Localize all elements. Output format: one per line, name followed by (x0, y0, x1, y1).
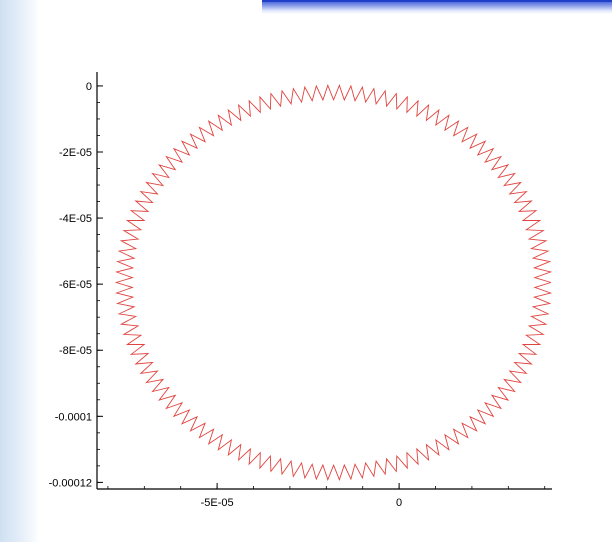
y-tick-label-0: 0 (86, 81, 92, 93)
y-tick-label-6: -0.00012 (49, 477, 92, 489)
y-tick-label-5: -0.0001 (55, 411, 92, 423)
chart-axes (96, 72, 552, 490)
chart-series (114, 83, 553, 482)
chart-tick-labels: 0 -2E-05 -4E-05 -6E-05 -8E-05 -0.0001 -0.00012… (49, 81, 403, 509)
y-tick-label-3: -6E-05 (59, 279, 92, 291)
slide-background-left (0, 0, 40, 542)
x-tick-label-0: -5E-05 (201, 497, 234, 509)
slide-header-line (262, 0, 612, 2)
y-tick-label-2: -4E-05 (59, 213, 92, 225)
y-tick-label-1: -2E-05 (59, 147, 92, 159)
slide-header-band (262, 0, 612, 14)
chart-ticks (97, 85, 546, 489)
series-line-0 (114, 83, 553, 482)
x-tick-label-1: 0 (396, 497, 402, 509)
y-tick-label-4: -8E-05 (59, 345, 92, 357)
